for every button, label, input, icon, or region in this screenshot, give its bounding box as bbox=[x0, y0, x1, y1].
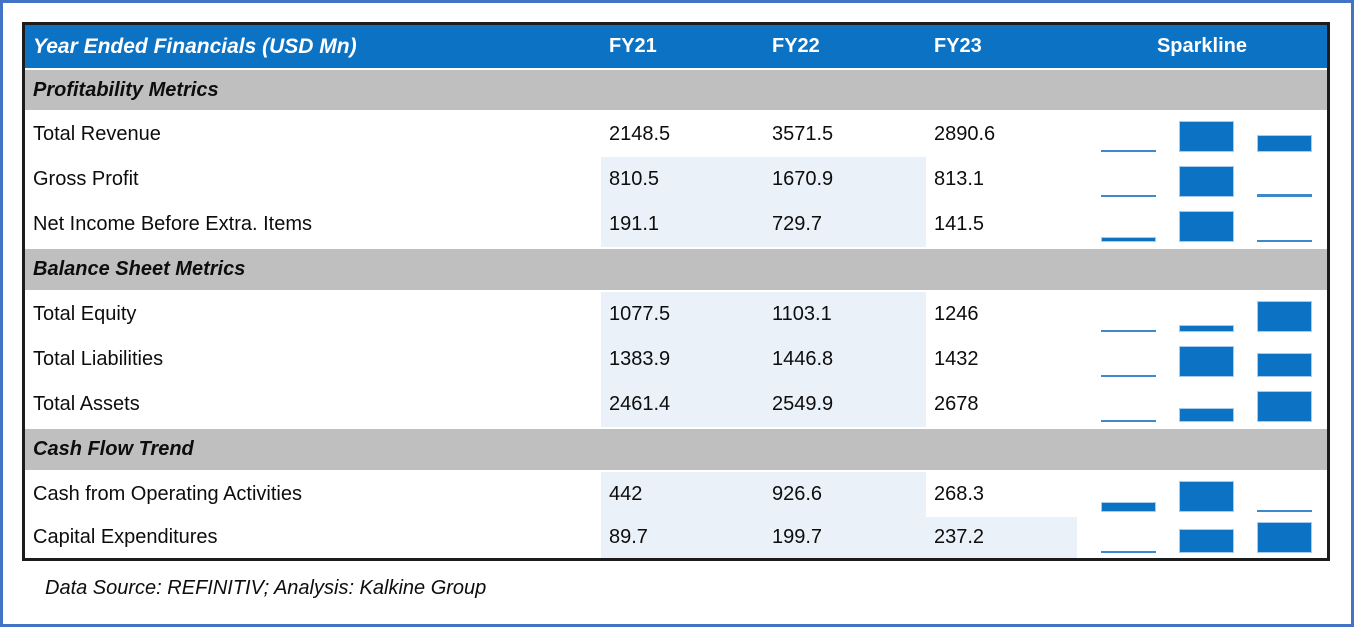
value-fy22: 199.7 bbox=[764, 517, 926, 558]
header-row: Year Ended Financials (USD Mn) FY21 FY22… bbox=[25, 25, 1327, 68]
value-fy23: 268.3 bbox=[934, 483, 985, 505]
table-row: Gross Profit 810.5 1670.9 813.1 bbox=[25, 157, 1327, 202]
value-fy23: 2890.6 bbox=[934, 123, 996, 145]
table-row: Capital Expenditures 89.7 199.7 237.2 bbox=[25, 517, 1327, 558]
col-header-fy23: FY23 bbox=[934, 35, 982, 57]
section-row-balance-sheet: Balance Sheet Metrics bbox=[25, 247, 1327, 292]
value-fy23: 813.1 bbox=[934, 168, 985, 190]
row-label: Total Assets bbox=[33, 393, 140, 415]
section-row-cash-flow: Cash Flow Trend bbox=[25, 427, 1327, 472]
value-fy22: 2549.9 bbox=[764, 382, 926, 427]
sparkline-bar bbox=[1101, 194, 1156, 197]
row-label: Total Equity bbox=[33, 303, 137, 325]
sparkline-cell bbox=[1077, 157, 1327, 202]
sparkline-bar bbox=[1101, 550, 1156, 553]
table-row: Net Income Before Extra. Items 191.1 729… bbox=[25, 202, 1327, 247]
sparkline-cell bbox=[1077, 202, 1327, 247]
financial-table: Year Ended Financials (USD Mn) FY21 FY22… bbox=[22, 22, 1330, 561]
value-fy23: 1432 bbox=[934, 348, 979, 370]
value-fy22: 729.7 bbox=[764, 202, 926, 247]
value-fy23: 237.2 bbox=[926, 517, 1077, 558]
row-label: Total Revenue bbox=[33, 123, 161, 145]
value-fy21: 2148.5 bbox=[609, 123, 671, 145]
sparkline-bar bbox=[1179, 481, 1234, 512]
sparkline-bar bbox=[1179, 529, 1234, 553]
sparkline-bar bbox=[1257, 509, 1312, 512]
sparkline-bar bbox=[1257, 352, 1312, 377]
sparkline-bar bbox=[1257, 391, 1312, 422]
table-row: Total Revenue 2148.5 3571.5 2890.6 bbox=[25, 112, 1327, 157]
table-row: Total Assets 2461.4 2549.9 2678 bbox=[25, 382, 1327, 427]
sparkline-bar bbox=[1179, 166, 1234, 197]
sparkline-cell bbox=[1077, 337, 1327, 382]
row-label: Cash from Operating Activities bbox=[33, 483, 302, 505]
value-fy22: 1103.1 bbox=[764, 292, 926, 337]
sparkline-bar bbox=[1101, 149, 1156, 152]
value-fy21: 1077.5 bbox=[601, 292, 764, 337]
table-row: Cash from Operating Activities 442 926.6… bbox=[25, 472, 1327, 517]
source-note: Data Source: REFINITIV; Analysis: Kalkin… bbox=[45, 577, 487, 599]
sparkline-cell bbox=[1077, 112, 1327, 157]
value-fy22: 1670.9 bbox=[764, 157, 926, 202]
section-title: Cash Flow Trend bbox=[33, 438, 194, 460]
row-label: Total Liabilities bbox=[33, 348, 164, 370]
table-title: Year Ended Financials (USD Mn) bbox=[33, 34, 357, 58]
value-fy22: 3571.5 bbox=[772, 123, 834, 145]
section-title: Balance Sheet Metrics bbox=[33, 258, 246, 280]
row-label: Net Income Before Extra. Items bbox=[33, 213, 312, 235]
row-label: Capital Expenditures bbox=[33, 526, 218, 548]
value-fy22: 1446.8 bbox=[764, 337, 926, 382]
value-fy22: 926.6 bbox=[764, 472, 926, 517]
sparkline-cell bbox=[1077, 382, 1327, 427]
col-header-fy21: FY21 bbox=[609, 35, 657, 57]
sparkline-bar bbox=[1257, 301, 1312, 332]
sparkline-bar bbox=[1257, 522, 1312, 553]
sparkline-bar bbox=[1179, 407, 1234, 422]
table-row: Total Equity 1077.5 1103.1 1246 bbox=[25, 292, 1327, 337]
sparkline-bar bbox=[1101, 329, 1156, 332]
table-row: Total Liabilities 1383.9 1446.8 1432 bbox=[25, 337, 1327, 382]
value-fy23: 2678 bbox=[934, 393, 979, 415]
sparkline-cell bbox=[1077, 517, 1327, 558]
sparkline-bar bbox=[1101, 501, 1156, 512]
sparkline-bar bbox=[1257, 239, 1312, 242]
value-fy23: 141.5 bbox=[934, 213, 985, 235]
sparkline-bar bbox=[1101, 237, 1156, 242]
sparkline-cell bbox=[1077, 472, 1327, 517]
col-header-fy22: FY22 bbox=[772, 35, 820, 57]
sparkline-bar bbox=[1179, 346, 1234, 377]
sparkline-cell bbox=[1077, 292, 1327, 337]
sparkline-bar bbox=[1257, 134, 1312, 152]
value-fy23: 1246 bbox=[934, 303, 979, 325]
value-fy21: 89.7 bbox=[601, 517, 764, 558]
section-title: Profitability Metrics bbox=[33, 78, 219, 101]
value-fy21: 442 bbox=[601, 472, 764, 517]
sparkline-bar bbox=[1179, 121, 1234, 152]
section-row-profitability: Profitability Metrics bbox=[25, 68, 1327, 112]
value-fy21: 810.5 bbox=[601, 157, 764, 202]
value-fy21: 1383.9 bbox=[601, 337, 764, 382]
value-fy21: 2461.4 bbox=[601, 382, 764, 427]
value-fy21: 191.1 bbox=[601, 202, 764, 247]
sparkline-bar bbox=[1179, 325, 1234, 332]
col-header-sparkline: Sparkline bbox=[1156, 35, 1248, 57]
row-label: Gross Profit bbox=[33, 168, 139, 190]
sparkline-bar bbox=[1101, 419, 1156, 422]
sparkline-bar bbox=[1179, 211, 1234, 242]
sparkline-bar bbox=[1257, 194, 1312, 197]
sparkline-bar bbox=[1101, 374, 1156, 377]
